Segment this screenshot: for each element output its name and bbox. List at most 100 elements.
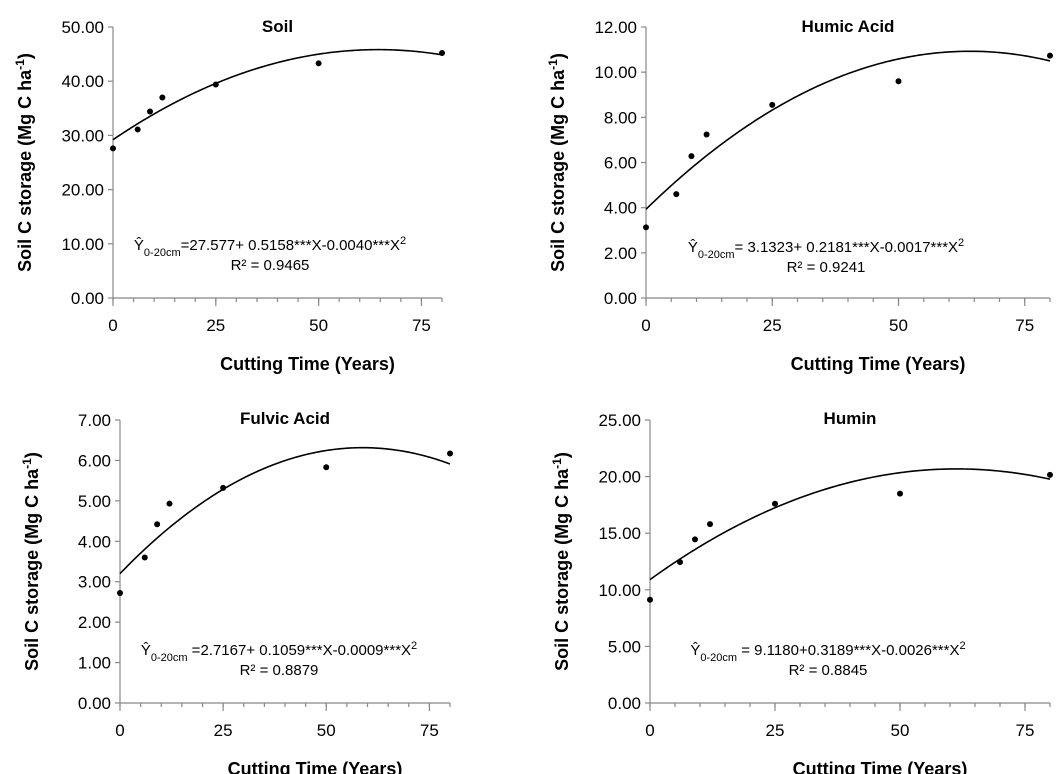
y-tick-label: 30.00 xyxy=(61,126,104,145)
y-tick-label: 4.00 xyxy=(604,199,637,218)
x-tick-label: 50 xyxy=(309,316,328,335)
x-tick-label: 25 xyxy=(766,721,785,740)
y-tick-label: 10.00 xyxy=(598,581,641,600)
x-tick-label: 75 xyxy=(1015,316,1034,335)
data-point xyxy=(323,464,330,471)
data-point xyxy=(166,500,173,507)
x-tick-label: 0 xyxy=(108,316,117,335)
y-tick-label: 0.00 xyxy=(78,694,111,713)
y-tick-label: 6.00 xyxy=(604,154,637,173)
y-tick-label: 0.00 xyxy=(71,289,104,308)
data-point xyxy=(315,60,322,67)
x-tick-label: 50 xyxy=(889,316,908,335)
chart-title: Humic Acid xyxy=(802,17,895,36)
y-tick-label: 2.00 xyxy=(78,613,111,632)
regression-equation: Ŷ0-20cm=27.577+ 0.5158***X-0.0040***X2 xyxy=(134,235,406,259)
data-point xyxy=(439,50,445,57)
x-tick-label: 75 xyxy=(1016,721,1035,740)
y-tick-label: 12.00 xyxy=(594,18,637,37)
y-tick-label: 10.00 xyxy=(61,235,104,254)
data-point xyxy=(769,101,776,108)
y-tick-label: 6.00 xyxy=(78,451,111,470)
chart-panel-4: 0.00 5.00 10.00 15.00 20.00 25.00 0 25 50 75 Humin… xyxy=(550,409,1053,774)
data-point xyxy=(159,94,166,101)
chart-panel-1: 0.00 10.00 20.00 30.00 40.00 50.00 0 25 50 75 Soil… xyxy=(13,17,445,374)
y-tick-label: 5.00 xyxy=(608,637,641,656)
data-point xyxy=(134,126,141,133)
x-axis-title: Cutting Time (Years) xyxy=(791,354,966,374)
x-axis-title: Cutting Time (Years) xyxy=(793,759,968,774)
x-axis-title: Cutting Time (Years) xyxy=(228,759,403,774)
trend-line xyxy=(645,50,1051,210)
chart-title: Humin xyxy=(824,409,877,428)
r-squared-label: R² = 0.8879 xyxy=(240,662,319,679)
data-point xyxy=(141,554,148,561)
y-tick-label: 8.00 xyxy=(604,108,637,127)
data-point xyxy=(147,108,154,115)
x-tick-label: 75 xyxy=(420,721,439,740)
regression-equation: Ŷ0-20cm =2.7167+ 0.1059***X-0.0009***X2 xyxy=(141,640,417,664)
data-point xyxy=(212,81,219,88)
y-axis-title: Soil C storage (Mg C ha-1) xyxy=(13,53,35,272)
regression-equation: Ŷ0-20cm = 9.1180+0.3189***X-0.0026***X2 xyxy=(690,640,965,664)
data-point xyxy=(692,536,698,543)
y-axis-title: Soil C storage (Mg C ha-1) xyxy=(546,53,568,272)
y-tick-label: 1.00 xyxy=(78,654,111,673)
data-point xyxy=(677,559,683,566)
data-point xyxy=(897,490,903,497)
x-tick-label: 0 xyxy=(645,721,654,740)
data-point xyxy=(154,521,161,528)
r-squared-label: R² = 0.9465 xyxy=(231,257,310,274)
x-tick-label: 50 xyxy=(891,721,910,740)
chart-panel-2: 0.00 2.00 4.00 6.00 8.00 10.00 12.00 0 25 50 75 Hum… xyxy=(546,17,1053,374)
y-tick-label: 0.00 xyxy=(604,289,637,308)
y-axis-title: Soil C storage (Mg C ha-1) xyxy=(20,452,42,671)
y-tick-label: 10.00 xyxy=(594,63,637,82)
y-tick-label: 25.00 xyxy=(598,411,641,430)
data-point xyxy=(707,521,713,528)
r-squared-label: R² = 0.8845 xyxy=(789,662,868,679)
x-tick-label: 25 xyxy=(214,721,233,740)
data-point xyxy=(1047,52,1053,59)
x-tick-label: 25 xyxy=(206,316,225,335)
y-tick-label: 20.00 xyxy=(598,468,641,487)
trend-line xyxy=(119,446,451,575)
trend-line xyxy=(112,48,443,141)
y-tick-label: 4.00 xyxy=(78,532,111,551)
data-point xyxy=(688,153,695,160)
data-point xyxy=(772,500,778,507)
data-point xyxy=(703,131,710,138)
y-tick-label: 0.00 xyxy=(608,694,641,713)
regression-equation: Ŷ0-20cm= 3.1323+ 0.2181***X-0.0017***X2 xyxy=(688,237,964,261)
data-point xyxy=(447,450,453,457)
data-point xyxy=(673,191,680,198)
y-tick-label: 20.00 xyxy=(61,181,104,200)
y-tick-label: 40.00 xyxy=(61,72,104,91)
x-tick-label: 0 xyxy=(641,316,650,335)
chart-title: Soil xyxy=(262,17,293,36)
data-point xyxy=(647,596,653,603)
x-tick-label: 50 xyxy=(317,721,336,740)
x-tick-label: 0 xyxy=(115,721,124,740)
y-tick-label: 2.00 xyxy=(604,244,637,263)
data-point xyxy=(1047,471,1053,478)
data-point xyxy=(895,78,902,85)
data-point xyxy=(220,484,227,491)
y-axis-title: Soil C storage (Mg C ha-1) xyxy=(550,452,572,671)
trend-line xyxy=(649,468,1051,581)
data-point xyxy=(117,590,123,597)
r-squared-label: R² = 0.9241 xyxy=(787,259,866,276)
y-tick-label: 7.00 xyxy=(78,411,111,430)
y-tick-label: 15.00 xyxy=(598,524,641,543)
chart-panel-3: 0.00 1.00 2.00 3.00 4.00 5.00 6.00 7.00 0 25 50 75 F… xyxy=(20,409,453,774)
y-tick-label: 5.00 xyxy=(78,492,111,511)
x-axis-title: Cutting Time (Years) xyxy=(220,354,395,374)
y-tick-label: 3.00 xyxy=(78,573,111,592)
data-point xyxy=(110,145,116,152)
chart-title: Fulvic Acid xyxy=(240,409,330,428)
x-tick-label: 25 xyxy=(763,316,782,335)
x-tick-label: 75 xyxy=(412,316,431,335)
data-point xyxy=(643,224,649,231)
